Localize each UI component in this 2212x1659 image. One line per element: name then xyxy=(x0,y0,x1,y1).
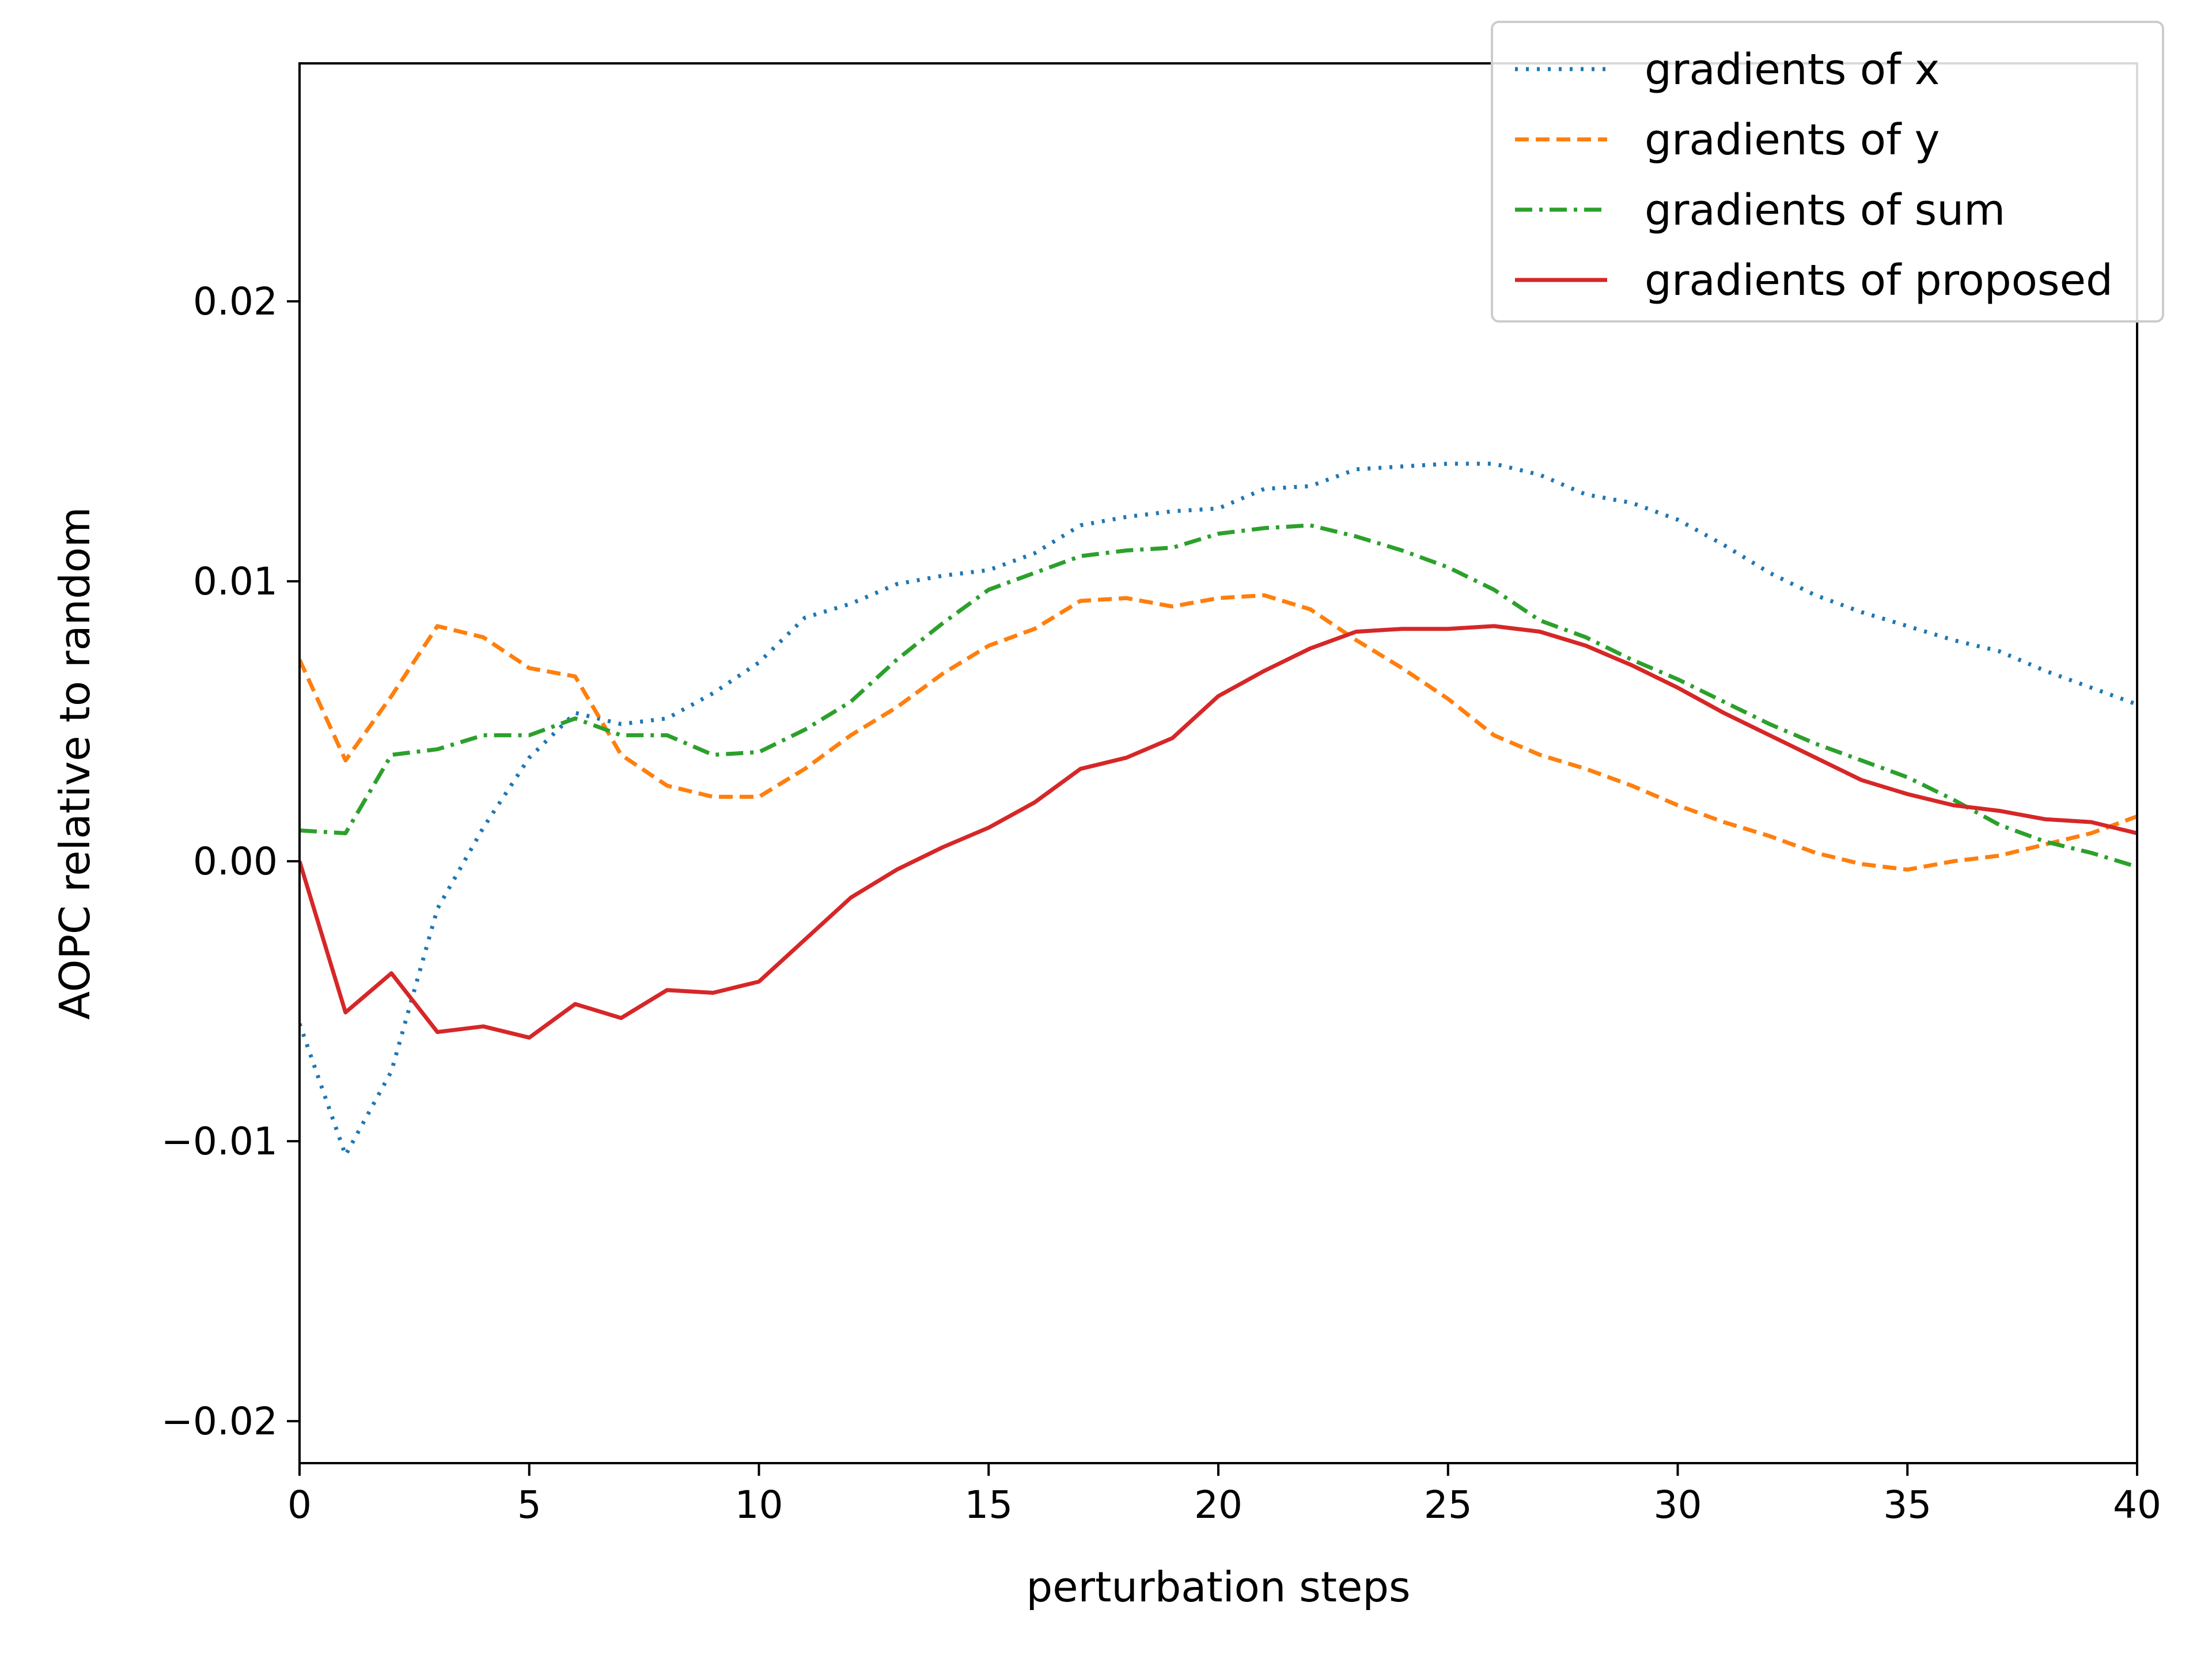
x-tick-label: 5 xyxy=(517,1483,541,1527)
y-axis-title: AOPC relative to random xyxy=(51,507,99,1020)
x-tick-label: 25 xyxy=(1424,1483,1472,1527)
legend-box xyxy=(1491,21,2164,323)
y-axis-ticks: −0.02 −0.01 0.00 0.01 0.02 xyxy=(161,279,300,1444)
y-tick-label: 0.00 xyxy=(193,839,278,884)
series-line-4 xyxy=(300,624,2137,1040)
legend-label: gradients of sum xyxy=(1645,185,2005,235)
legend-label: gradients of y xyxy=(1645,115,1940,165)
series-layer xyxy=(300,461,2137,1157)
legend-label: gradients of x xyxy=(1645,45,1940,94)
x-axis-ticks: 0 5 10 15 20 25 30 35 40 xyxy=(287,1463,2161,1527)
y-tick-label: −0.01 xyxy=(161,1119,278,1164)
x-tick-label: 10 xyxy=(735,1483,783,1527)
y-tick-label: 0.01 xyxy=(193,559,278,604)
x-tick-label: 40 xyxy=(2113,1483,2161,1527)
x-tick-label: 0 xyxy=(287,1483,312,1527)
series-line-1 xyxy=(300,461,2137,1157)
x-tick-label: 20 xyxy=(1194,1483,1243,1527)
y-tick-label: 0.02 xyxy=(193,279,278,324)
y-tick-label: −0.02 xyxy=(161,1399,278,1444)
x-axis-title: perturbation steps xyxy=(1027,1563,1411,1611)
legend: gradients of x gradients of y gradients of… xyxy=(1491,21,2164,323)
x-tick-label: 15 xyxy=(964,1483,1013,1527)
series-line-3 xyxy=(300,523,2137,869)
legend-label: gradients of proposed xyxy=(1645,256,2113,305)
x-tick-label: 30 xyxy=(1654,1483,1702,1527)
x-tick-label: 35 xyxy=(1883,1483,1931,1527)
